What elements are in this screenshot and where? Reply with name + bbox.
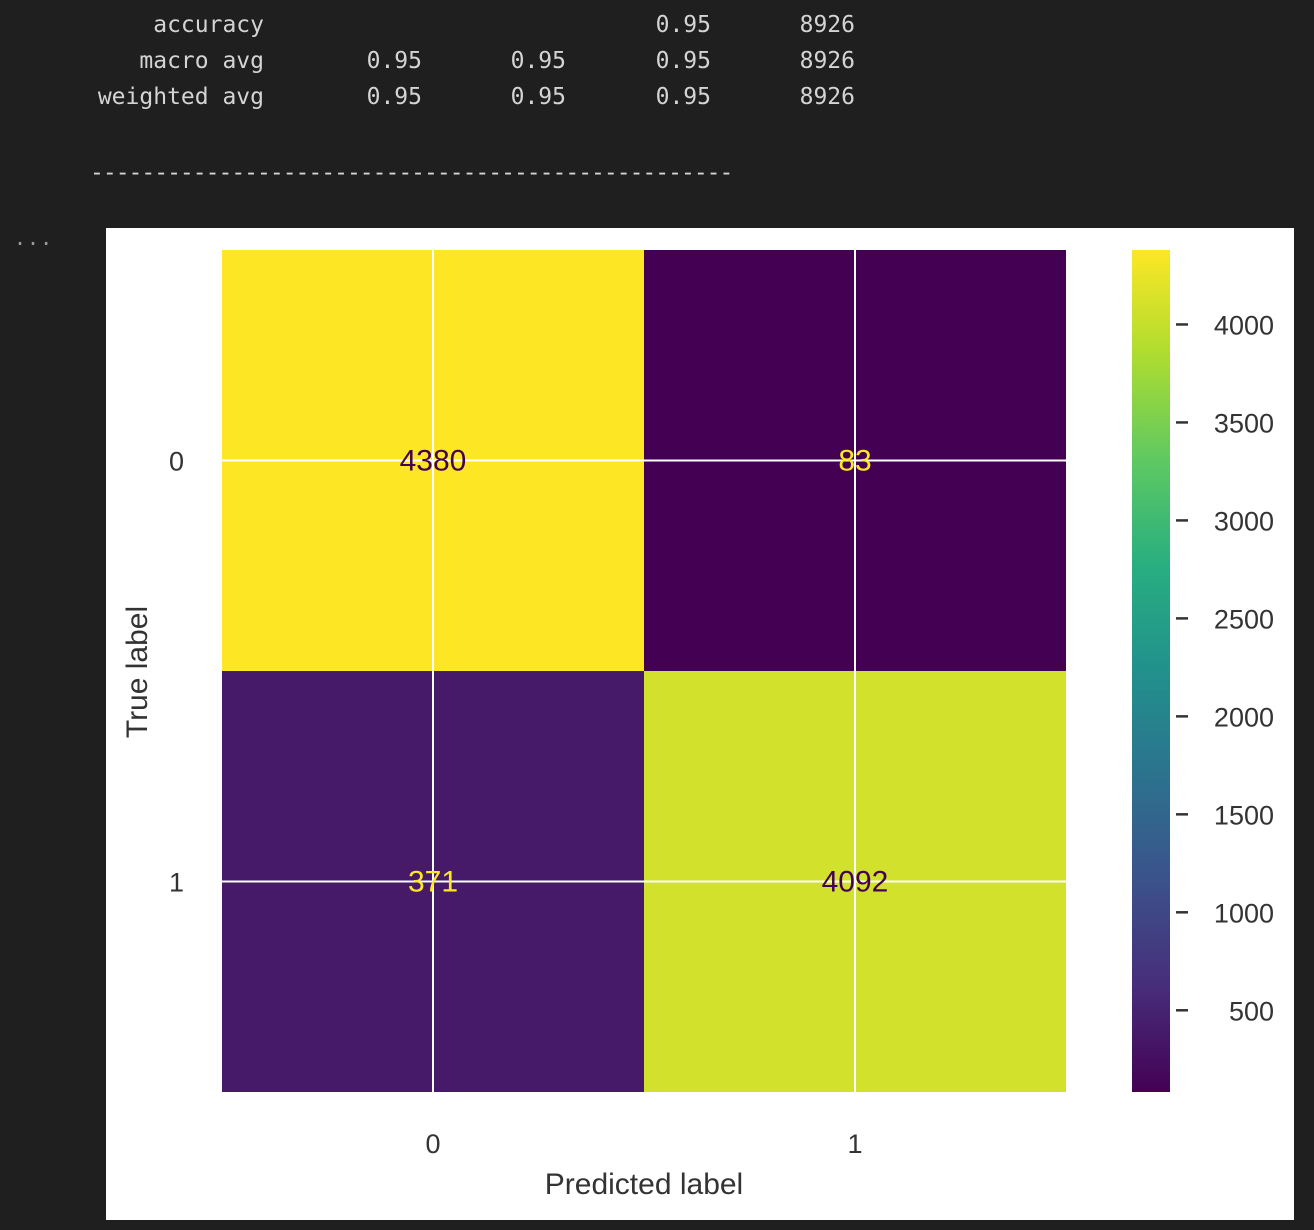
report-precision-value: 0.95 xyxy=(366,48,422,74)
report-f1-value: 0.95 xyxy=(655,48,711,74)
colorbar-tick-label: 4000 xyxy=(1214,310,1274,340)
report-support-value: 8926 xyxy=(799,12,855,38)
cell-value-label: 83 xyxy=(838,445,871,478)
report-support-value: 8926 xyxy=(799,84,855,110)
y-tick-label: 0 xyxy=(169,447,184,477)
x-tick-label: 0 xyxy=(425,1129,440,1159)
report-precision-value: 0.95 xyxy=(366,84,422,110)
y-tick-label: 1 xyxy=(169,868,184,898)
output-ellipsis-icon[interactable]: ... xyxy=(14,226,54,250)
colorbar-tick-label: 2500 xyxy=(1214,604,1274,634)
cell-value-label: 4092 xyxy=(822,866,889,899)
report-separator: ----------------------------------------… xyxy=(90,160,733,186)
cell-value-label: 4380 xyxy=(400,445,467,478)
confusion-matrix-chart: 4380 83 371 4092 0 1 0 1 Predicted label True … xyxy=(121,250,1274,1201)
report-row-label: weighted avg xyxy=(97,84,264,110)
confusion-matrix-figure: 4380 83 371 4092 0 1 0 1 Predicted label True … xyxy=(106,228,1294,1220)
x-tick-label: 1 xyxy=(847,1129,862,1159)
colorbar-tick-label: 500 xyxy=(1229,996,1274,1026)
colorbar-tick-label: 1500 xyxy=(1214,800,1274,830)
report-row: weighted avg 0.95 0.95 0.95 8926 xyxy=(0,84,900,120)
colorbar-tick-label: 3000 xyxy=(1214,506,1274,536)
report-recall-value: 0.95 xyxy=(510,84,566,110)
colorbar xyxy=(1132,250,1170,1092)
report-support-value: 8926 xyxy=(799,48,855,74)
report-recall-value: 0.95 xyxy=(510,48,566,74)
report-row: macro avg 0.95 0.95 0.95 8926 xyxy=(0,48,900,84)
cell-value-label: 371 xyxy=(408,866,458,899)
report-row: accuracy 0.95 8926 xyxy=(0,12,900,48)
colorbar-tick-label: 2000 xyxy=(1214,702,1274,732)
report-f1-value: 0.95 xyxy=(655,12,711,38)
report-row-label: macro avg xyxy=(139,48,264,74)
report-row-label: accuracy xyxy=(153,12,264,38)
colorbar-tick-label: 3500 xyxy=(1214,408,1274,438)
colorbar-tick-label: 1000 xyxy=(1214,898,1274,928)
report-f1-value: 0.95 xyxy=(655,84,711,110)
y-axis-label: True label xyxy=(121,606,154,738)
x-axis-label: Predicted label xyxy=(545,1168,743,1201)
